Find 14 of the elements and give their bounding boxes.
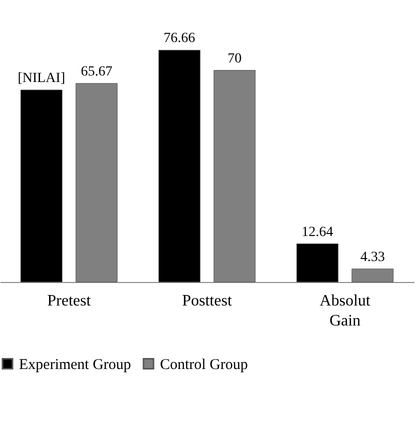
data-label: [NILAI] [18, 70, 66, 86]
bar [296, 244, 338, 282]
data-label: 12.64 [302, 224, 334, 240]
data-label: 70 [228, 51, 242, 66]
x-tick-label: Posttest [182, 292, 232, 310]
data-label: 76.66 [164, 31, 196, 46]
x-tick-label: Pretest [47, 292, 92, 310]
data-label: 65.67 [80, 64, 112, 80]
x-tick-label: Absolut Gain [320, 292, 371, 330]
legend-label: Control Group [160, 356, 248, 373]
bar [20, 90, 62, 282]
data-label: 4.33 [360, 250, 385, 265]
bar [158, 50, 200, 282]
legend-label: Experiment Group [19, 356, 132, 373]
